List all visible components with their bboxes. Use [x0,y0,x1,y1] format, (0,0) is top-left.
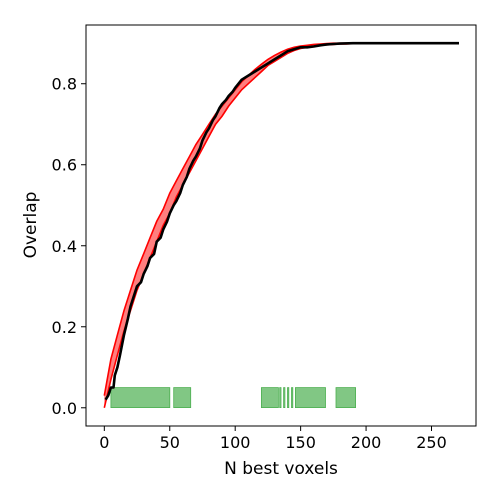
plot-frame [85,24,477,427]
x-tick-label: 50 [160,433,180,452]
observed-overlap-line [104,41,459,401]
x-axis-label: N best voxels [224,459,338,479]
plot-area [103,41,459,409]
x-tick-label: 150 [285,433,316,452]
y-tick-label: 0.2 [52,318,77,337]
y-tick-label: 0.0 [52,399,77,418]
significance-marker [287,387,290,409]
x-tick-label: 250 [416,433,447,452]
significance-marker [291,387,294,409]
y-tick-label: 0.8 [52,75,77,94]
significance-marker [283,387,286,409]
x-axis: 0 50 100 150 200 250 [99,426,447,452]
significance-marker [260,387,279,409]
significance-marker [173,387,192,409]
x-tick-label: 0 [99,433,109,452]
x-tick-label: 200 [351,433,382,452]
y-axis: 0.0 0.2 0.4 0.6 0.8 [52,75,86,418]
significance-marker [335,387,357,409]
y-axis-label: Overlap [21,192,41,259]
x-tick-label: 100 [220,433,251,452]
y-tick-label: 0.4 [52,237,77,256]
significance-marker [294,387,326,409]
y-tick-label: 0.6 [52,156,77,175]
significance-marker [279,387,282,409]
significance-marker [110,387,171,409]
